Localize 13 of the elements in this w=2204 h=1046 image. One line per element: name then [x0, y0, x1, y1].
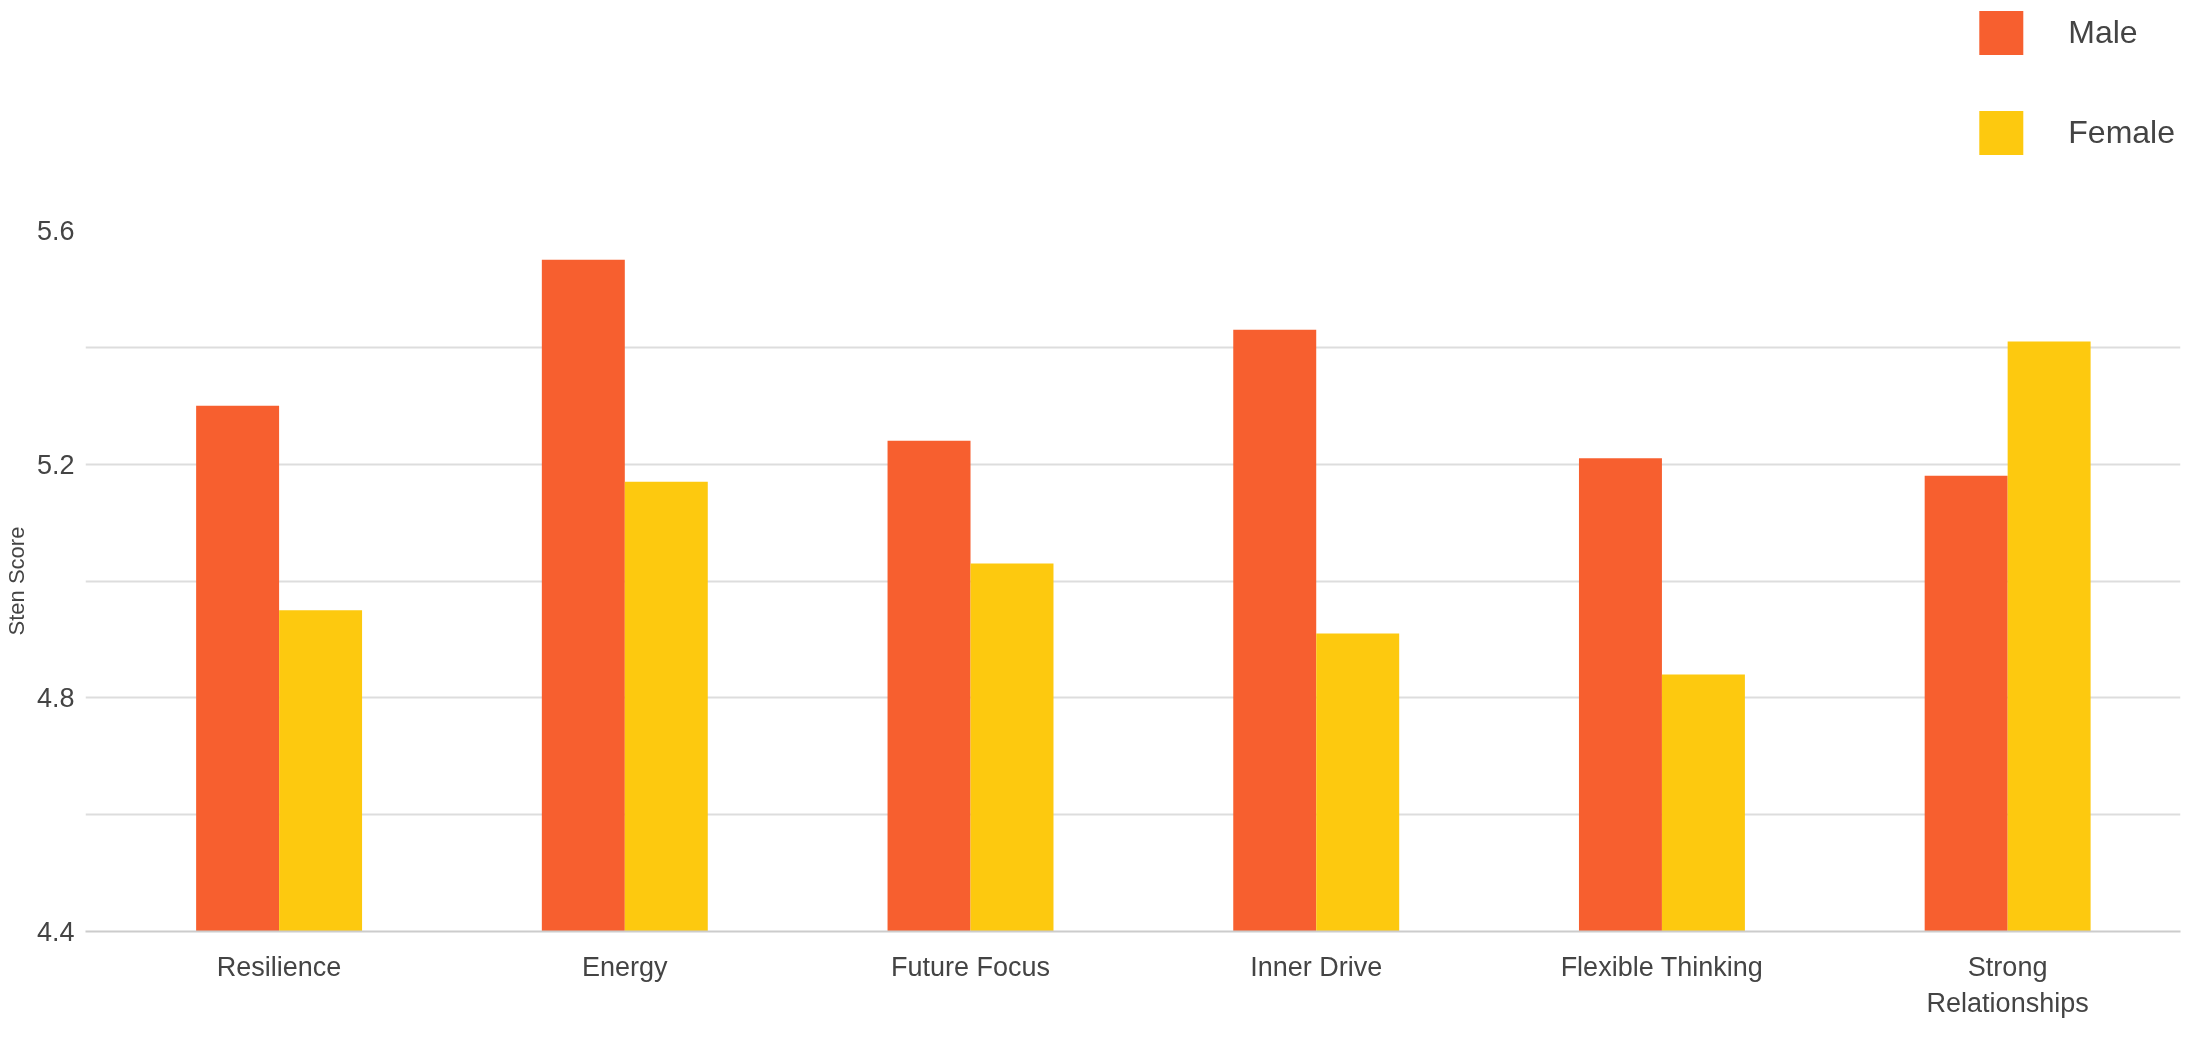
x-tick-label: Resilience: [216, 951, 342, 982]
legend-label: Female: [2068, 114, 2175, 151]
x-tick-label: Energy: [582, 951, 669, 982]
y-tick-label: 4.8: [36, 683, 75, 714]
x-tick-label: Strong Relationships: [1926, 951, 2089, 1018]
x-tick-label: Future Focus: [890, 951, 1051, 982]
legend-label: Male: [2068, 14, 2138, 51]
x-tick-label: Inner Drive: [1250, 951, 1383, 982]
x-tick-label: Flexible Thinking: [1560, 951, 1763, 982]
y-tick-label: 5.2: [36, 449, 75, 480]
y-tick-label: 5.6: [36, 216, 75, 246]
y-tick-label: 4.4: [36, 917, 75, 947]
y-axis-title: Sten Score: [3, 526, 29, 636]
